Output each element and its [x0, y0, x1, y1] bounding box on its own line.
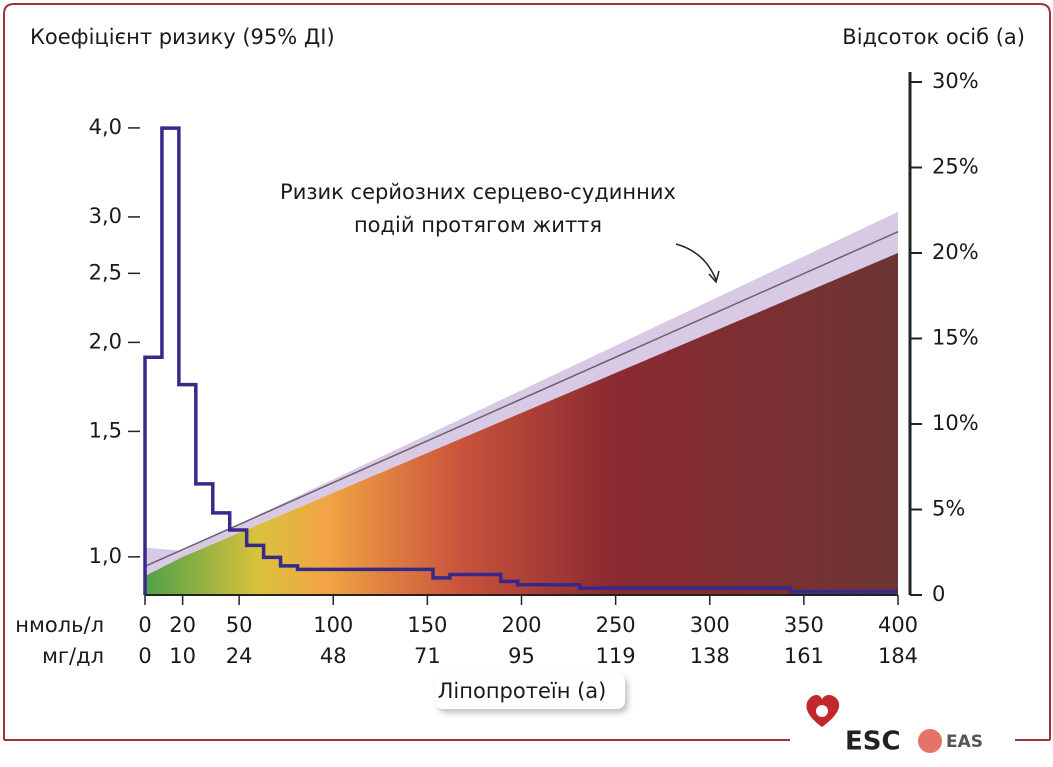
eas-logo-text: EAS	[946, 732, 983, 752]
x-tick-label: 300	[690, 613, 730, 637]
x-tick-label-mgdl: 0	[138, 644, 151, 668]
y2-tick-label: 30%	[932, 69, 979, 93]
y2-axis-title: Відсоток осіб (а)	[842, 25, 1025, 49]
histogram-bin	[145, 357, 162, 595]
histogram-bin	[196, 484, 213, 595]
histogram-bin	[162, 128, 179, 595]
esc-logo	[816, 705, 828, 717]
confidence-band	[145, 211, 898, 576]
histogram-bin	[213, 513, 230, 595]
x-tick-label: 400	[878, 613, 918, 637]
frame	[3, 3, 1051, 740]
annotation-arrow	[708, 270, 720, 284]
x-tick-label: 20	[169, 613, 196, 637]
histogram-bin	[501, 581, 518, 595]
eas-logo	[918, 729, 942, 753]
histogram-outline	[143, 126, 898, 595]
histogram-bin	[580, 588, 791, 595]
y-tick-label: 2,5	[89, 260, 122, 284]
x-tick-label: 250	[596, 613, 636, 637]
y-tick-label: 1,0	[89, 544, 122, 568]
y-tick-label: 4,0	[89, 115, 122, 139]
y2-tick-label: 15%	[932, 326, 979, 350]
x-tick-label: 150	[407, 613, 447, 637]
x-unit-label: мг/дл	[42, 644, 104, 668]
y2-tick-label: 25%	[932, 155, 979, 179]
y2-tick-label: 20%	[932, 240, 979, 264]
histogram-bin	[518, 585, 580, 595]
y-tick-label: 2,0	[89, 329, 122, 353]
histogram-bin	[433, 578, 450, 595]
x-tick-label-mgdl: 10	[169, 644, 196, 668]
x-axis-title: Ліпопротеїн (а)	[438, 679, 607, 703]
y2-tick-label: 10%	[932, 411, 979, 435]
y2-tick-label: 5%	[932, 497, 965, 521]
histogram-bin	[179, 385, 196, 595]
histogram-bin	[450, 574, 501, 595]
x-axis-title-box	[435, 673, 625, 709]
x-tick-label-mgdl: 161	[784, 644, 824, 668]
annotation: Ризик серйозних серцево-судинних	[280, 180, 676, 204]
histogram-bin	[247, 545, 264, 595]
x-tick-label-mgdl: 184	[878, 644, 918, 668]
x-tick-label: 50	[226, 613, 253, 637]
x-tick-label-mgdl: 71	[414, 644, 441, 668]
x-unit-label: нмоль/л	[15, 613, 104, 637]
x-tick-label: 350	[784, 613, 824, 637]
y-axis-title: Коефіцієнт ризику (95% ДІ)	[30, 25, 335, 49]
x-tick-label-mgdl: 24	[226, 644, 253, 668]
annotation: подій протягом життя	[354, 213, 602, 237]
x-tick-label: 0	[138, 613, 151, 637]
x-tick-label-mgdl: 48	[320, 644, 347, 668]
y-tick-label: 3,0	[89, 204, 122, 228]
histogram-bin	[281, 566, 298, 595]
x-tick-label-mgdl: 138	[690, 644, 730, 668]
x-tick-label-mgdl: 95	[508, 644, 535, 668]
x-tick-label: 100	[313, 613, 353, 637]
esc-logo-text: ESC	[845, 727, 901, 757]
annotation-arrow	[675, 243, 717, 281]
histogram-bin	[230, 530, 247, 595]
histogram-bin	[264, 557, 281, 595]
risk-line	[144, 231, 899, 567]
x-tick-label: 200	[501, 613, 541, 637]
histogram-bin	[297, 569, 433, 595]
y2-tick-label: 0	[932, 582, 945, 606]
risk-area	[145, 252, 898, 595]
y-tick-label: 1,5	[89, 418, 122, 442]
x-tick-label-mgdl: 119	[596, 644, 636, 668]
